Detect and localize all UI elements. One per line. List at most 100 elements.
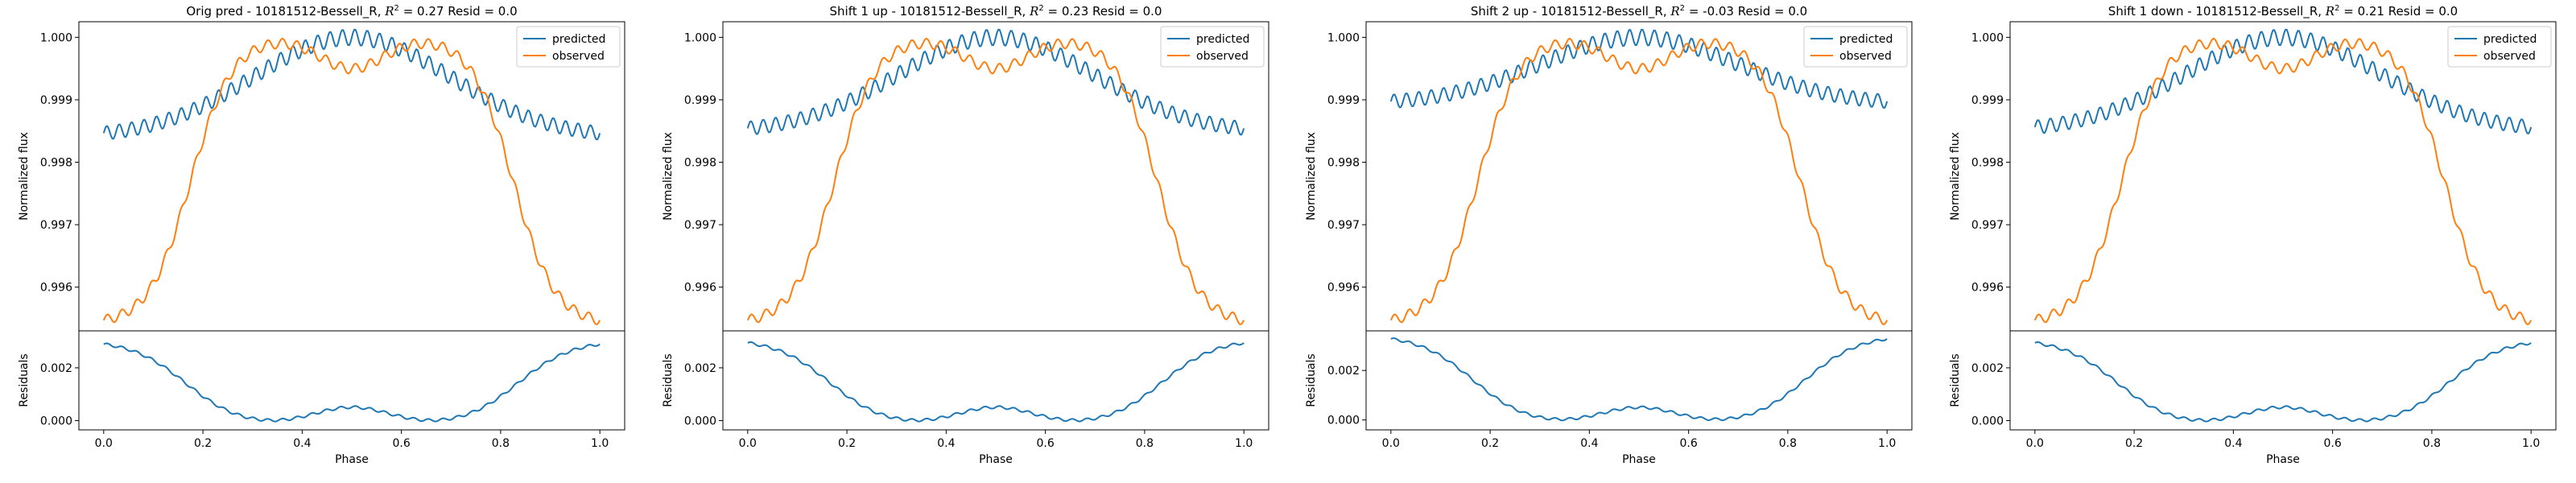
top-ytick-label: 0.999 [684,94,716,107]
top-ytick-label: 0.997 [684,219,716,232]
top-ytick-label: 0.998 [40,157,72,170]
xtick-label: 0.8 [2423,437,2441,450]
bottom-ytick-label: 0.002 [1327,365,1360,378]
xlabel: Phase [2266,453,2300,466]
legend-label-observed: observed [1839,50,1892,63]
top-ylabel: Normalized flux [1305,132,1318,221]
top-ytick-label: 0.996 [1327,282,1360,295]
series-observed-line [102,37,601,326]
xtick-label: 0.6 [2324,437,2342,450]
series-predicted-line [746,28,1245,136]
top-ytick-label: 0.996 [1971,282,2004,295]
xlabel: Phase [1622,453,1656,466]
bottom-axes-frame [2009,330,2557,431]
xtick-label: 0.8 [1779,437,1797,450]
chart-title: Orig pred - 10181512-Bessell_R, R2 = 0.2… [186,4,517,19]
xtick-label: 0.4 [2224,437,2242,450]
top-ytick-label: 0.997 [40,219,72,232]
bottom-ylabel: Residuals [1949,353,1962,407]
bottom-ytick-label: 0.002 [1971,362,2004,375]
series-residuals-line [747,341,1245,423]
top-ytick-label: 0.999 [40,94,72,107]
bottom-ytick-label: 0.000 [1971,415,2004,428]
xtick-label: 0.6 [393,437,411,450]
xtick-label: 0.8 [1136,437,1154,450]
legend-box [1803,26,1908,68]
xtick-label: 0.0 [739,437,757,450]
xtick-label: 1.0 [1235,437,1253,450]
series-observed-line [1389,37,1889,326]
xlabel: Phase [335,453,369,466]
top-ytick-label: 1.000 [40,31,72,44]
legend-label-predicted: predicted [1196,33,1249,46]
legend-box [2447,26,2552,68]
top-ytick-label: 0.997 [1327,219,1360,232]
xtick-label: 0.6 [1680,437,1698,450]
bottom-ytick-label: 0.000 [40,415,72,428]
top-ytick-label: 0.999 [1327,94,1360,107]
legend: predicted observed [1160,26,1265,68]
top-ytick-label: 0.998 [684,157,716,170]
top-ylabel: Normalized flux [1949,132,1962,221]
chart-title: Shift 2 up - 10181512-Bessell_R, R2 = -0… [1471,4,1807,19]
top-ylabel: Normalized flux [18,132,31,221]
legend-label-observed: observed [2483,50,2536,63]
legend: predicted observed [1803,26,1908,68]
top-ytick-label: 0.996 [684,282,716,295]
bottom-ytick-label: 0.000 [1327,415,1360,427]
series-residuals-line [1390,337,1888,422]
xtick-label: 0.0 [1382,437,1400,450]
xtick-label: 0.2 [838,437,856,450]
series-observed-line [2033,37,2533,326]
chart-title: Shift 1 up - 10181512-Bessell_R, R2 = 0.… [830,4,1162,19]
xtick-label: 0.6 [1037,437,1055,450]
chart-title: Shift 1 down - 10181512-Bessell_R, R2 = … [2108,4,2458,19]
bottom-axes-frame [722,330,1269,431]
subplot-1: Orig pred - 10181512-Bessell_R, R2 = 0.2… [18,4,625,466]
xtick-label: 0.4 [1580,437,1598,450]
top-ytick-label: 1.000 [1327,31,1360,44]
top-ytick-label: 0.998 [1971,157,2004,170]
series-observed-line [746,37,1245,326]
top-ytick-label: 0.997 [1971,219,2004,232]
series-residuals-line [2034,341,2532,423]
xtick-label: 0.2 [1481,437,1499,450]
xtick-label: 0.2 [194,437,212,450]
top-ylabel: Normalized flux [662,132,675,221]
legend-label-observed: observed [1196,50,1249,63]
xlabel: Phase [979,453,1013,466]
subplot-2: Shift 1 up - 10181512-Bessell_R, R2 = 0.… [662,4,1269,466]
bottom-ylabel: Residuals [18,353,31,407]
xtick-label: 0.4 [937,437,955,450]
series-predicted-line [1389,28,1889,109]
bottom-axes-frame [1365,330,1913,431]
xtick-label: 0.2 [2125,437,2143,450]
series-predicted-line [2033,28,2533,134]
series-residuals-line [103,342,601,423]
legend-label-predicted: predicted [1839,33,1893,46]
legend-label-predicted: predicted [2483,33,2537,46]
legend-label-observed: observed [552,50,605,63]
legend: predicted observed [516,26,621,68]
xtick-label: 0.8 [492,437,510,450]
xtick-label: 0.4 [293,437,311,450]
xtick-label: 1.0 [2522,437,2540,450]
top-ytick-label: 0.998 [1327,157,1360,170]
bottom-ytick-label: 0.002 [40,362,72,375]
top-ytick-label: 1.000 [684,31,716,44]
subplot-4: Shift 1 down - 10181512-Bessell_R, R2 = … [1949,4,2557,466]
top-ytick-label: 0.996 [40,282,72,295]
bottom-ytick-label: 0.002 [684,362,716,375]
top-ytick-label: 1.000 [1971,31,2004,44]
legend-label-predicted: predicted [552,33,605,46]
xtick-label: 0.0 [95,437,113,450]
top-ytick-label: 0.999 [1971,94,2004,107]
bottom-axes-frame [78,330,625,431]
bottom-ylabel: Residuals [662,353,675,407]
bottom-ylabel: Residuals [1305,353,1318,407]
bottom-ytick-label: 0.000 [684,415,716,428]
xtick-label: 1.0 [591,437,609,450]
legend-box [1160,26,1265,68]
xtick-label: 0.0 [2026,437,2044,450]
